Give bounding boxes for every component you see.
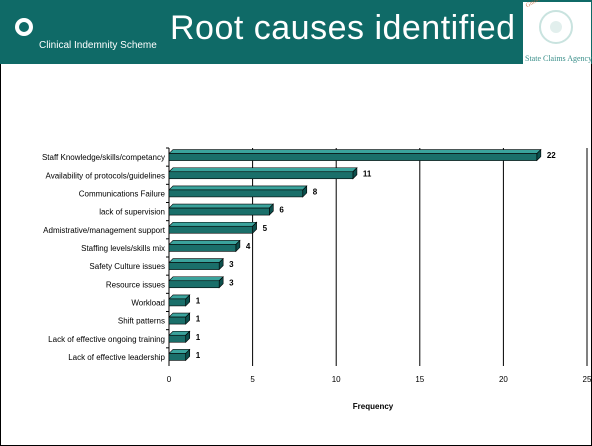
y-category-label: Lack of effective leadership (68, 353, 165, 362)
bar-group (168, 257, 224, 271)
bar-value-label: 5 (263, 224, 268, 233)
bar-value-label: 22 (547, 151, 556, 160)
y-category-label: lack of supervision (99, 208, 165, 217)
bar-group (168, 294, 191, 307)
bar (168, 353, 187, 361)
bar-value-label: 1 (196, 315, 201, 324)
bar-top-face (168, 240, 241, 245)
bar-group (168, 330, 191, 343)
bar-group (168, 148, 542, 162)
bar-group (168, 221, 258, 234)
bar (168, 280, 220, 289)
bar (168, 334, 187, 343)
bar (168, 316, 187, 325)
bar-top-face (168, 276, 224, 282)
bar-group (168, 348, 191, 362)
header-bar: Clinical Indemnity Scheme Root causes id… (0, 0, 592, 64)
bar-top-face (168, 258, 224, 263)
bar (168, 298, 187, 307)
bar (168, 153, 538, 161)
logo-icon (15, 18, 33, 36)
x-tick-label: 0 (167, 375, 172, 384)
x-axis-label: Frequency (353, 402, 394, 411)
bar-group (168, 239, 241, 253)
y-category-label: Staffing levels/skills mix (81, 244, 165, 253)
y-category-label: Workload (131, 298, 165, 307)
bar (168, 262, 220, 270)
emblem-ring-icon (539, 10, 573, 44)
bar-top-face (168, 203, 275, 209)
logo-text: Clinical Indemnity Scheme (39, 40, 157, 51)
emblem-core-icon (550, 21, 562, 33)
y-category-label: Availability of protocols/guidelines (46, 171, 165, 180)
emblem-caption: State Claims Agency (525, 54, 592, 63)
bar-value-label: 1 (196, 333, 201, 342)
bar-group (168, 203, 275, 216)
x-tick-label: 25 (583, 375, 592, 384)
bar-group (168, 312, 191, 325)
bar (168, 244, 237, 252)
x-tick-label: 20 (499, 375, 508, 384)
logo-inner-icon (19, 22, 29, 32)
bar-top-face (168, 167, 358, 173)
x-tick-label: 15 (415, 375, 424, 384)
bar (168, 225, 253, 234)
y-category-label: Admistrative/management support (43, 226, 166, 235)
page-title: Root causes identified (170, 9, 516, 47)
bar-value-label: 4 (246, 242, 251, 251)
y-category-label: Resource issues (106, 280, 165, 289)
y-category-label: Lack of effective ongoing training (48, 335, 165, 344)
bar-top-face (168, 221, 258, 227)
bar-value-label: 11 (363, 169, 372, 178)
y-category-label: Staff Knowledge/skills/competancy (42, 153, 165, 162)
bar-group (168, 167, 358, 180)
bar (168, 189, 304, 198)
bar-top-face (168, 185, 308, 191)
y-category-label: Safety Culture issues (89, 262, 165, 271)
bar-value-label: 8 (313, 187, 318, 196)
bar-value-label: 1 (196, 296, 201, 305)
bar-group (168, 185, 308, 198)
bar-top-face (168, 149, 542, 154)
x-tick-label: 10 (332, 375, 341, 384)
y-category-label: Communications Failure (79, 189, 166, 198)
bar (168, 207, 270, 216)
y-category-label: Shift patterns (118, 317, 165, 326)
bar-value-label: 3 (229, 278, 234, 287)
bar-value-label: 3 (229, 260, 234, 269)
x-tick-label: 5 (250, 375, 255, 384)
agency-emblem: Gníomhaireacht Éileamh State Claims Agen… (523, 0, 592, 64)
bar (168, 171, 354, 180)
bar-group (168, 276, 224, 289)
bar-value-label: 1 (196, 351, 201, 360)
bar-value-label: 6 (279, 206, 284, 215)
